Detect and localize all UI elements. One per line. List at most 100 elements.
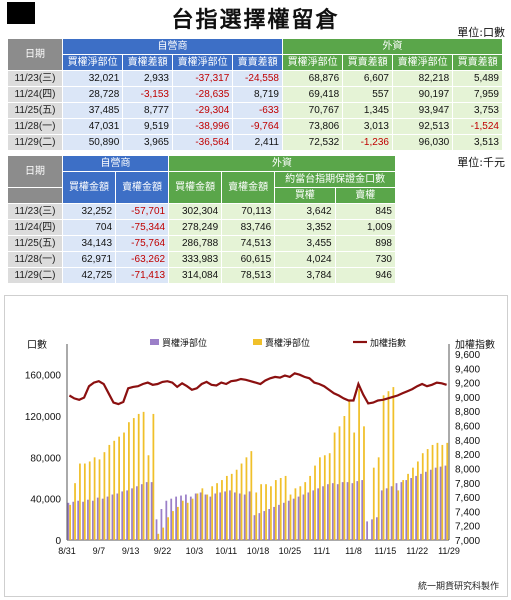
table-cell: 6,607 (342, 70, 393, 87)
table-cell: 314,084 (168, 267, 223, 284)
bar-put-position (216, 483, 218, 540)
x-tick-label: 11/1 (313, 546, 330, 556)
col-header: 買權 (274, 187, 336, 204)
table-cell: -38,996 (171, 118, 234, 135)
table-cell: 557 (342, 86, 393, 103)
date-cell: 11/24(四) (7, 219, 63, 236)
table-cell: 1,009 (334, 219, 397, 236)
bar-put-position (172, 511, 174, 540)
y2-tick-label: 8,200 (455, 450, 480, 461)
date-cell: 11/25(五) (7, 235, 63, 252)
bar-call-position (336, 484, 339, 540)
bar-put-position (245, 457, 248, 540)
date-header: 日期 (7, 38, 63, 71)
weekday-text: (一) (38, 121, 56, 132)
group-header-foreign: 外資 (281, 38, 504, 55)
table-row: 11/25(五) 34,143 -75,764 286,788 74,513 3,455 8… (7, 235, 397, 252)
date-cell: 11/23(三) (7, 70, 63, 87)
y2-tick-label: 7,200 (455, 522, 480, 533)
bar-call-position (91, 500, 94, 540)
bar-call-position (248, 491, 251, 540)
date-text: 11/24 (14, 222, 39, 233)
bar-put-position (412, 467, 414, 540)
bar-call-position (263, 511, 266, 540)
bar-call-position (175, 496, 177, 540)
bar-call-position (180, 495, 182, 540)
table-cell: 730 (334, 251, 397, 268)
bar-call-position (282, 502, 285, 540)
table-cell: -28,635 (171, 86, 234, 103)
date-cell: 11/28(一) (7, 251, 63, 268)
table-cell: 7,959 (452, 86, 503, 103)
table-cell: 845 (334, 203, 397, 220)
bar-call-position (111, 494, 114, 540)
table-cell: 90,197 (391, 86, 454, 103)
table-cell: -57,701 (115, 203, 170, 220)
bar-call-position (219, 492, 222, 540)
bar-call-position (371, 519, 373, 540)
bar-call-position (327, 484, 329, 540)
bar-put-position (279, 478, 282, 540)
bar-put-position (426, 449, 429, 540)
table-cell: -71,413 (115, 267, 170, 284)
bar-put-position (255, 492, 258, 540)
table-cell: -633 (232, 102, 283, 119)
bar-put-position (377, 457, 380, 540)
bar-put-position (196, 493, 199, 540)
bar-call-position (82, 501, 84, 540)
table-cell: 8,719 (232, 86, 283, 103)
bar-put-position (289, 494, 292, 540)
table-cell: 32,021 (61, 70, 124, 87)
col-header: 賣權金額 (221, 171, 276, 204)
bar-call-position (185, 494, 187, 540)
table-cell: 3,642 (274, 203, 336, 220)
chart-frame: 0 40,000 80,000 120,000 160,000 7,000 7,200 7,4… (4, 295, 508, 597)
page-title: 台指選擇權留倉 (171, 8, 340, 33)
table-row: 11/29(二) 42,725 -71,413 314,084 78,513 3,784 9… (7, 267, 397, 284)
bar-call-position (96, 497, 99, 540)
weekday-text: (三) (38, 206, 56, 217)
bar-put-position (152, 413, 155, 540)
table-cell: -63,262 (115, 251, 170, 268)
bar-put-position (211, 486, 214, 540)
bar-call-position (317, 488, 320, 540)
table-cell: 3,513 (452, 134, 503, 151)
y-axis-title: 口數 (27, 338, 47, 351)
table-cell: 898 (334, 235, 397, 252)
table-cell: -3,153 (122, 86, 173, 103)
bar-call-position (425, 471, 427, 540)
table-cell: 333,983 (168, 251, 223, 268)
bar-put-position (123, 432, 125, 540)
y2-tick-label: 9,400 (455, 364, 480, 375)
weekday-text: (四) (38, 89, 56, 100)
table-row: 11/28(一) 47,031 9,519 -38,996 -9,764 73,806 3,… (7, 118, 503, 135)
bar-call-position (165, 500, 168, 540)
y-tick-label: 160,000 (25, 371, 62, 382)
bar-call-position (243, 494, 246, 540)
bar-put-position (338, 426, 341, 540)
bar-call-position (224, 491, 226, 540)
table-row: 11/24(四) 704 -75,344 278,249 83,746 3,352 1,00… (7, 219, 397, 236)
x-tick-label: 9/7 (93, 546, 106, 556)
date-text: 11/23 (14, 206, 39, 217)
table-cell: 3,455 (274, 235, 336, 252)
bar-put-position (284, 475, 287, 540)
weekday-text: (四) (38, 222, 56, 233)
bar-put-position (387, 391, 390, 540)
bar-call-position (390, 486, 393, 540)
bar-put-position (319, 457, 321, 540)
y2-tick-label: 7,600 (455, 493, 480, 504)
col-header: 賣權淨部位 (171, 54, 234, 71)
bar-put-position (201, 488, 204, 540)
bar-call-position (297, 496, 300, 540)
date-cell: 11/24(四) (7, 86, 63, 103)
table-cell: 92,513 (391, 118, 454, 135)
legend-swatch-call (150, 339, 159, 345)
col-header: 買權淨部位 (281, 54, 344, 71)
weekday-text: (三) (38, 73, 56, 84)
x-tick-label: 11/29 (438, 546, 460, 556)
bar-call-position (258, 513, 261, 540)
bar-put-position (421, 453, 424, 540)
table-cell: 1,345 (342, 102, 393, 119)
table-cell: 4,024 (274, 251, 336, 268)
